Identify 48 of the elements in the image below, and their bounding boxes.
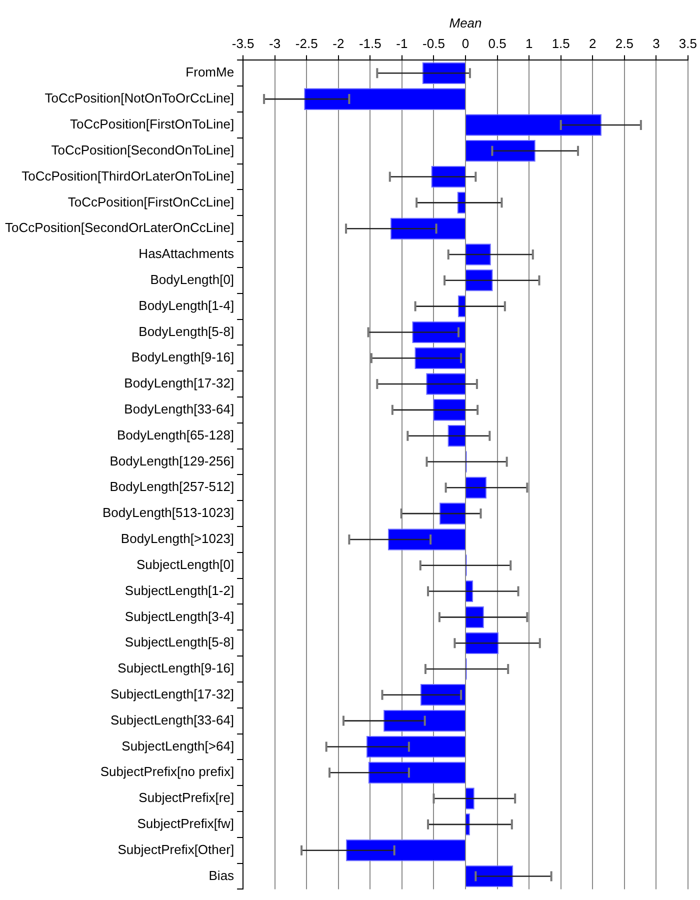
y-tick-label: BodyLength[0] (150, 272, 234, 287)
y-tick-label: SubjectLength[3-4] (124, 608, 234, 624)
y-tick-label: SubjectLength[5-8] (124, 634, 234, 650)
x-tick-label: 1.5 (552, 36, 570, 51)
x-tick-label: 3.5 (678, 36, 698, 51)
y-tick-label: BodyLength[>1023] (120, 531, 234, 546)
y-tick-label: SubjectPrefix[Other] (118, 842, 234, 857)
y-tick-label: SubjectLength[9-16] (118, 660, 234, 676)
y-tick-label: ToCcPosition[NotOnToOrCcLine] (44, 90, 234, 106)
y-tick-label: BodyLength[5-8] (138, 324, 234, 339)
y-tick-label: SubjectPrefix[re] (138, 790, 234, 806)
y-tick-label: FromMe (186, 64, 234, 80)
x-tick-label: -0.5 (422, 36, 445, 51)
y-tick-label: ToCcPosition[ThirdOrLaterOnToLine] (22, 168, 234, 184)
y-tick-label: SubjectLength[17-32] (110, 686, 234, 702)
x-tick-label: -1.5 (358, 36, 382, 51)
x-tick-label: -3 (269, 36, 281, 51)
y-tick-label: BodyLength[17-32] (124, 376, 234, 391)
y-tick-label: ToCcPosition[SecondOnToLine] (51, 142, 234, 158)
y-tick-label: Bias (208, 868, 235, 883)
x-tick-label: 0 (462, 36, 470, 51)
y-tick-label: SubjectLength[1-2] (124, 582, 234, 598)
y-tick-label: ToCcPosition[FirstOnCcLine] (68, 194, 234, 210)
x-tick-label: 2.5 (615, 36, 634, 51)
y-tick-label: SubjectLength[0] (136, 556, 234, 572)
y-tick-label: BodyLength[65-128] (116, 427, 234, 442)
x-tick-label: -2 (332, 36, 344, 51)
y-tick-label: SubjectPrefix[no prefix] (100, 764, 234, 780)
x-tick-label: -2.5 (295, 36, 318, 51)
x-tick-label: -1 (396, 36, 408, 51)
y-tick-label: ToCcPosition[FirstOnToLine] (70, 116, 234, 132)
y-tick-label: SubjectLength[33-64] (110, 712, 234, 728)
y-tick-label: BodyLength[33-64] (124, 402, 234, 417)
y-tick-label: HasAttachments (138, 246, 235, 262)
y-tick-label: ToCcPosition[SecondOrLaterOnCcLine] (5, 220, 234, 236)
y-tick-label: BodyLength[513-1023] (102, 505, 234, 520)
y-tick-label: BodyLength[257-512] (110, 479, 234, 494)
x-tick-label: -3.5 (232, 36, 254, 51)
y-tick-label: BodyLength[1-4] (138, 298, 234, 313)
x-tick-label: 1 (525, 36, 533, 51)
x-tick-label: 0.5 (488, 36, 506, 51)
x-tick-label: 3 (652, 36, 660, 51)
y-tick-label: SubjectLength[>64] (122, 738, 234, 754)
y-tick-label: BodyLength[129-256] (110, 453, 234, 468)
x-axis-title: Mean (449, 15, 482, 30)
x-tick-label: 2 (589, 36, 596, 51)
y-tick-label: SubjectPrefix[fw] (137, 816, 234, 832)
y-tick-label: BodyLength[9-16] (131, 350, 234, 365)
